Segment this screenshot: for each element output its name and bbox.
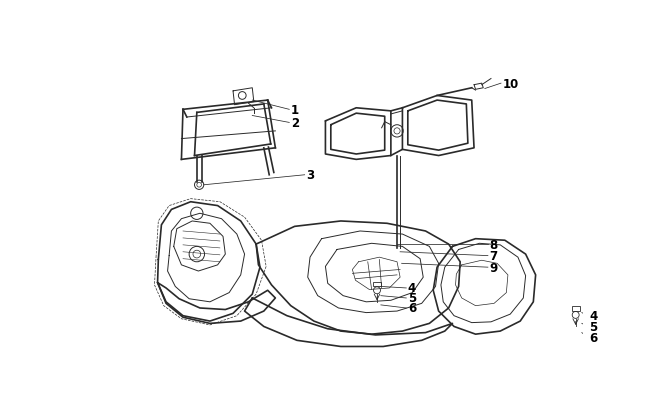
Text: 4: 4 (408, 282, 416, 295)
Text: 6: 6 (408, 302, 416, 315)
Bar (572, 307, 580, 311)
Text: 9: 9 (489, 261, 498, 274)
Text: 5: 5 (408, 292, 416, 305)
Text: 1: 1 (291, 104, 299, 117)
Text: 2: 2 (291, 117, 299, 130)
Text: 5: 5 (590, 320, 598, 333)
Bar (373, 282, 381, 287)
Text: 7: 7 (489, 249, 497, 262)
Text: 6: 6 (590, 331, 598, 344)
Text: 10: 10 (502, 77, 519, 90)
Text: 8: 8 (489, 238, 498, 251)
Text: 3: 3 (306, 169, 315, 182)
Text: 4: 4 (590, 309, 598, 322)
